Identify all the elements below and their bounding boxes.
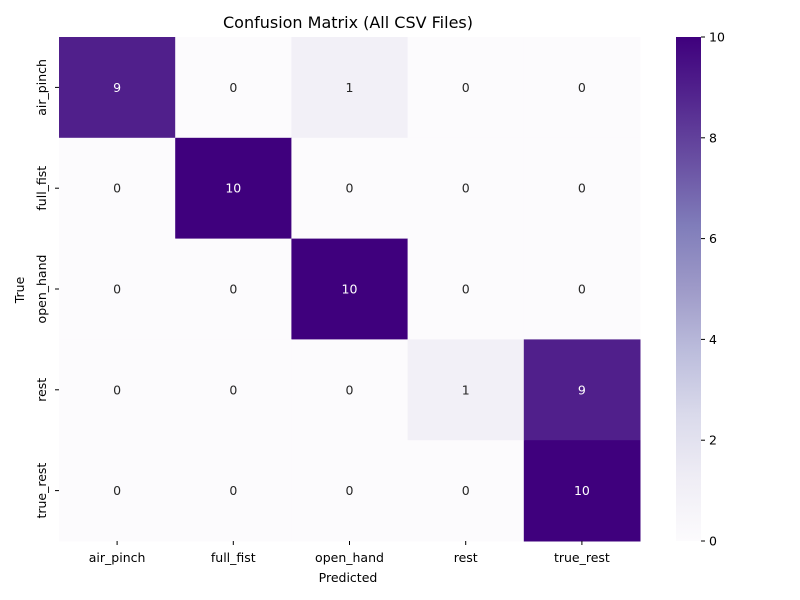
heatmap-cell-3-2 — [291, 339, 409, 441]
cell-value-3-1: 0 — [229, 382, 237, 397]
heatmap-cell-0-4 — [523, 37, 641, 139]
x-tick-label-3: rest — [454, 550, 478, 565]
heatmap-cell-1-1 — [175, 137, 292, 240]
cell-value-3-4: 9 — [578, 382, 586, 397]
cell-value-0-0: 9 — [113, 80, 121, 95]
cell-value-4-0: 0 — [113, 483, 121, 498]
x-axis-ticks: air_pinch full_fist open_hand rest true_rest — [89, 541, 610, 565]
cell-value-2-3: 0 — [462, 282, 470, 297]
cell-value-3-3: 1 — [462, 382, 470, 397]
y-tick-label-4: true_rest — [34, 463, 49, 519]
cell-value-0-1: 0 — [229, 80, 237, 95]
heatmap-cell-1-0 — [59, 137, 176, 240]
heatmap-cell-2-0 — [59, 238, 176, 340]
cell-value-2-0: 0 — [113, 282, 121, 297]
x-axis-label: Predicted — [319, 570, 378, 585]
colorbar — [676, 37, 701, 541]
heatmap-cell-4-2 — [291, 440, 409, 542]
cell-value-0-3: 0 — [462, 80, 470, 95]
colorbar-tick-label-3: 6 — [709, 231, 717, 246]
heatmap-cell-0-1 — [175, 37, 292, 139]
heatmap-cell-0-3 — [407, 37, 525, 139]
colorbar-tick-label-2: 4 — [709, 332, 717, 347]
cell-value-1-1: 10 — [225, 181, 241, 196]
cell-value-3-2: 0 — [346, 382, 354, 397]
x-tick-label-0: air_pinch — [89, 550, 146, 565]
y-tick-label-1: full_fist — [34, 166, 49, 211]
heatmap-cell-2-4 — [523, 238, 641, 340]
heatmap-cells: 9 0 1 0 00 10 0 0 00 0 10 0 00 0 0 1 90 0 0 0 10 — [59, 37, 641, 542]
colorbar-tick-label-5: 10 — [709, 30, 725, 45]
chart-title: Confusion Matrix (All CSV Files) — [223, 13, 473, 32]
cell-value-1-0: 0 — [113, 181, 121, 196]
cell-value-4-1: 0 — [229, 483, 237, 498]
cell-value-2-2: 10 — [342, 282, 358, 297]
heatmap-cell-2-3 — [407, 238, 525, 340]
cell-value-4-4: 10 — [574, 483, 590, 498]
cell-value-1-3: 0 — [462, 181, 470, 196]
y-axis-label: True — [12, 276, 27, 304]
cell-value-2-4: 0 — [578, 282, 586, 297]
y-tick-label-0: air_pinch — [34, 59, 49, 116]
cell-value-4-2: 0 — [346, 483, 354, 498]
heatmap-cell-2-2 — [291, 238, 409, 340]
cell-value-0-2: 1 — [346, 80, 354, 95]
heatmap-cell-3-3 — [407, 339, 525, 441]
x-tick-label-2: open_hand — [315, 550, 384, 565]
heatmap-cell-4-0 — [59, 440, 176, 542]
heatmap-cell-1-3 — [407, 137, 525, 240]
cell-value-2-1: 0 — [229, 282, 237, 297]
cell-value-4-3: 0 — [462, 483, 470, 498]
heatmap-cell-4-3 — [407, 440, 525, 542]
cell-value-1-4: 0 — [578, 181, 586, 196]
heatmap-cell-0-2 — [291, 37, 409, 139]
heatmap-cell-4-1 — [175, 440, 292, 542]
heatmap-cell-3-4 — [523, 339, 641, 441]
x-tick-label-4: true_rest — [554, 550, 610, 565]
cell-value-0-4: 0 — [578, 80, 586, 95]
x-tick-label-1: full_fist — [211, 550, 256, 565]
heatmap-cell-0-0 — [59, 37, 176, 139]
heatmap-cell-1-4 — [523, 137, 641, 240]
colorbar-ticks: 0 2 4 6 8 10 — [701, 30, 725, 549]
y-tick-label-2: open_hand — [34, 255, 49, 324]
heatmap-cell-2-1 — [175, 238, 292, 340]
colorbar-tick-label-4: 8 — [709, 130, 717, 145]
colorbar-tick-label-1: 2 — [709, 433, 717, 448]
y-tick-label-3: rest — [34, 378, 49, 402]
heatmap-cell-3-0 — [59, 339, 176, 441]
heatmap-cell-1-2 — [291, 137, 409, 240]
cell-value-1-2: 0 — [346, 181, 354, 196]
heatmap-cell-4-4 — [523, 440, 641, 542]
heatmap-cell-3-1 — [175, 339, 292, 441]
cell-value-3-0: 0 — [113, 382, 121, 397]
colorbar-tick-label-0: 0 — [709, 534, 717, 549]
